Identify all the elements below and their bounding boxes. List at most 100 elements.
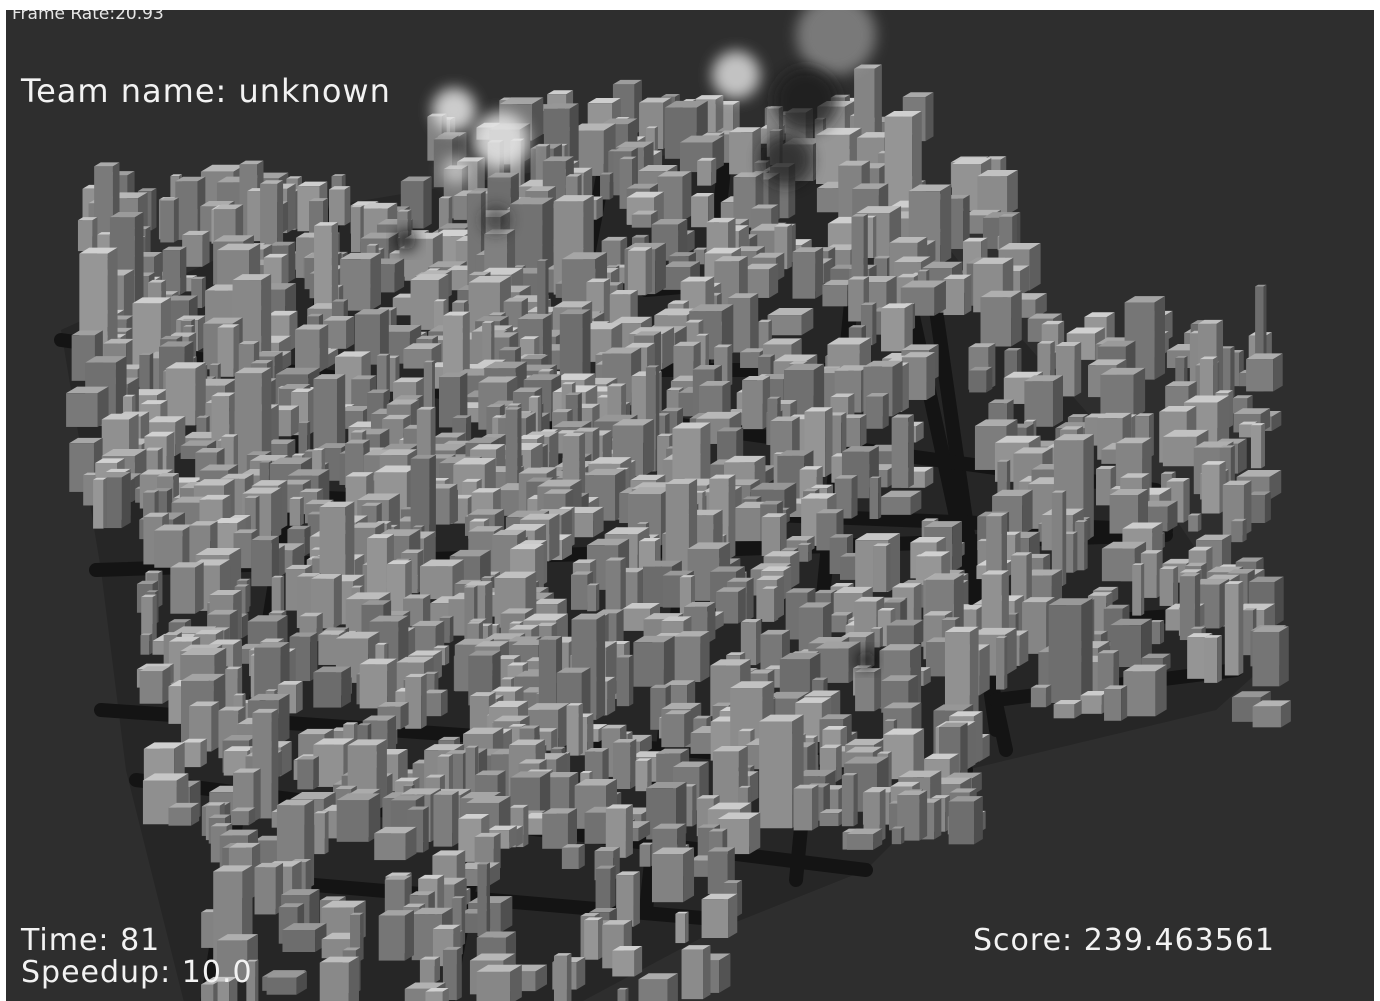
building-side: [202, 231, 209, 267]
building: [742, 376, 770, 429]
building: [606, 557, 626, 612]
building-side: [902, 363, 909, 412]
building-side: [964, 275, 971, 315]
building-side: [940, 185, 951, 265]
building-front: [762, 517, 780, 556]
building-side: [892, 361, 902, 417]
building-front: [1202, 465, 1220, 514]
building: [218, 324, 240, 377]
building: [154, 525, 192, 568]
building-front: [866, 397, 883, 429]
building: [892, 414, 914, 488]
building-front: [1239, 425, 1253, 438]
building-side: [883, 393, 889, 429]
building-side: [662, 327, 674, 369]
building-front: [873, 546, 886, 592]
building-side: [532, 97, 543, 140]
building-side: [604, 279, 610, 328]
building-front: [295, 330, 320, 372]
building-side: [1273, 353, 1282, 391]
building-side: [195, 562, 204, 613]
building-side: [242, 613, 248, 638]
building: [1132, 563, 1144, 615]
building: [160, 198, 178, 243]
building-side: [450, 616, 454, 643]
building-side: [429, 455, 436, 541]
building-front: [892, 418, 908, 488]
building-side: [750, 293, 758, 352]
building-side: [747, 578, 754, 621]
building: [170, 562, 203, 613]
building: [78, 217, 97, 251]
building-side: [305, 526, 311, 556]
building-side: [287, 184, 296, 233]
building: [768, 308, 814, 335]
building-front: [78, 220, 92, 251]
building-front: [881, 308, 904, 351]
building-front: [697, 161, 711, 186]
building-front: [571, 575, 587, 610]
building: [628, 247, 652, 295]
building-side: [291, 405, 299, 436]
building-side: [149, 633, 152, 654]
building-side: [716, 95, 724, 132]
building-side: [158, 571, 162, 607]
building-front: [290, 499, 301, 526]
building-side: [706, 334, 709, 370]
building-side: [345, 186, 351, 225]
building-side: [878, 476, 881, 519]
building-front: [740, 352, 760, 368]
building-side: [1160, 620, 1164, 644]
building-side: [621, 557, 626, 612]
building-side: [1075, 342, 1082, 396]
building-front: [1100, 375, 1133, 418]
building-front: [628, 251, 646, 295]
simulation-viewport[interactable]: Frame Rate:20.93 Team name: unknown Time…: [6, 10, 1374, 1001]
building-front: [980, 297, 1011, 346]
building-side: [1155, 296, 1165, 379]
building-side: [1265, 491, 1271, 523]
building: [792, 247, 823, 298]
building-side: [728, 345, 733, 388]
building-front: [1188, 516, 1198, 532]
building-side: [643, 419, 654, 476]
building-side: [92, 217, 97, 251]
building-side: [655, 243, 666, 294]
building: [1251, 423, 1265, 468]
building-side: [808, 543, 812, 562]
building-side: [815, 247, 823, 298]
building-side: [459, 132, 467, 161]
building-front: [66, 393, 97, 427]
building-front: [1096, 469, 1111, 505]
building-side: [646, 247, 652, 295]
city-3d-scene[interactable]: [6, 10, 1374, 1001]
building-front: [822, 285, 847, 306]
building: [881, 303, 913, 351]
building-side: [952, 521, 962, 572]
building-front: [587, 585, 596, 611]
building-side: [926, 92, 934, 141]
building-side: [986, 367, 992, 393]
building-side: [445, 646, 449, 666]
building-front: [329, 190, 345, 226]
building-front: [154, 531, 182, 568]
building-side: [334, 574, 342, 628]
building-side: [153, 595, 157, 641]
building-side: [597, 197, 603, 220]
building-side: [1007, 170, 1018, 215]
building-front: [792, 252, 815, 299]
building-side: [852, 475, 858, 518]
building-side: [1011, 291, 1022, 347]
building-front: [762, 589, 774, 622]
building-side: [122, 472, 131, 528]
building-front: [977, 176, 1007, 214]
building-side: [1134, 368, 1146, 418]
building: [587, 584, 599, 612]
building-side: [860, 414, 866, 447]
building: [866, 393, 889, 429]
building: [1202, 461, 1226, 513]
building-side: [1141, 563, 1144, 615]
building: [881, 491, 922, 515]
building-side: [1053, 375, 1063, 427]
building-front: [830, 615, 847, 632]
